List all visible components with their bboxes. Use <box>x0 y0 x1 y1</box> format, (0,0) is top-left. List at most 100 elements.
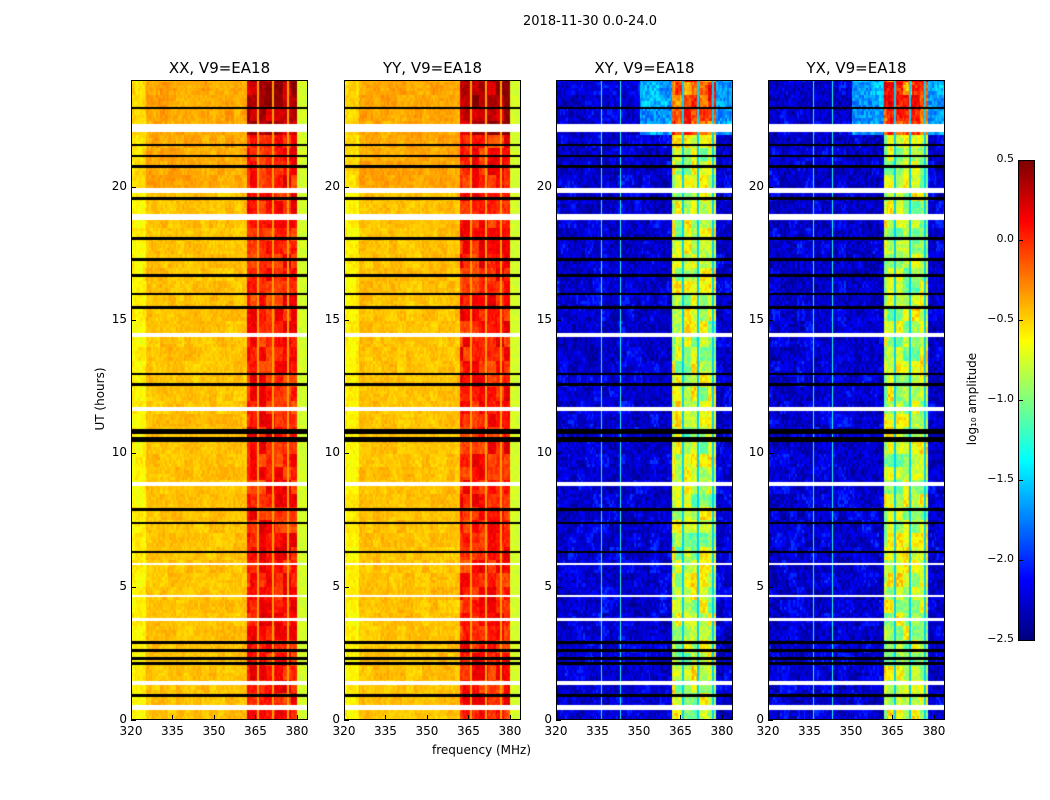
y-tick-label: 10 <box>748 445 764 460</box>
y-tick-mark <box>768 720 773 721</box>
x-tick-label: 350 <box>627 724 651 738</box>
x-tick-mark <box>213 715 215 720</box>
heatmap-panel-xx <box>131 80 308 720</box>
panel-title: YX, V9=EA18 <box>806 59 907 77</box>
x-tick-label: 335 <box>798 724 821 738</box>
heatmap-image <box>557 81 732 719</box>
y-tick-label: 10 <box>111 445 127 460</box>
y-tick-mark <box>344 453 349 455</box>
y-tick-mark <box>768 320 773 321</box>
colorbar-tick-label: −0.5 <box>987 312 1014 325</box>
x-tick-mark <box>597 715 599 720</box>
x-tick-mark <box>721 715 723 720</box>
x-tick-label: 335 <box>161 724 184 738</box>
x-tick-mark <box>296 715 298 720</box>
colorbar-tick-label: −1.0 <box>987 392 1014 405</box>
x-tick-mark <box>426 715 428 720</box>
y-tick-label: 15 <box>536 312 552 326</box>
y-tick-label: 15 <box>748 312 764 326</box>
x-tick-label: 350 <box>839 724 863 738</box>
x-tick-label: 335 <box>586 724 609 738</box>
x-axis-label: frequency (MHz) <box>432 743 532 757</box>
colorbar-tick-mark <box>1019 560 1023 561</box>
y-tick-mark <box>556 586 561 588</box>
x-tick-mark <box>680 715 682 720</box>
x-tick-label: 380 <box>498 724 522 738</box>
y-tick-label: 15 <box>111 312 127 326</box>
y-tick-label: 5 <box>119 578 127 593</box>
y-tick-mark <box>768 586 773 588</box>
y-tick-mark <box>344 186 349 188</box>
x-tick-mark <box>255 715 257 720</box>
y-tick-label: 15 <box>324 312 340 326</box>
x-tick-mark <box>344 715 345 720</box>
x-tick-mark <box>892 715 894 720</box>
y-axis-label: UT (hours) <box>93 367 107 431</box>
x-tick-mark <box>172 715 174 720</box>
colorbar-tick-mark <box>1019 160 1023 161</box>
y-tick-mark <box>768 186 773 188</box>
colorbar-tick-mark <box>1019 640 1023 641</box>
colorbar-tick-label: 0.0 <box>996 232 1015 245</box>
y-tick-mark <box>131 320 136 321</box>
y-tick-label: 20 <box>111 178 127 193</box>
heatmap-image <box>769 81 944 719</box>
figure-title: 2018-11-30 0.0-24.0 <box>523 14 657 29</box>
x-tick-mark <box>131 715 132 720</box>
panel-title: XY, V9=EA18 <box>594 59 695 77</box>
panel-title: XX, V9=EA18 <box>168 59 271 77</box>
y-tick-mark <box>556 320 561 321</box>
y-tick-label: 0 <box>756 712 764 726</box>
colorbar-tick-mark <box>1019 480 1023 481</box>
x-tick-mark <box>385 715 387 720</box>
x-tick-label: 380 <box>285 724 309 738</box>
y-tick-mark <box>556 186 561 188</box>
heatmap-panel-xy <box>556 80 733 720</box>
y-tick-label: 0 <box>332 712 340 726</box>
y-tick-label: 5 <box>332 578 340 593</box>
colorbar-tick-label: −1.5 <box>987 472 1014 485</box>
colorbar-tick-mark <box>1019 400 1023 401</box>
y-tick-label: 20 <box>748 178 764 193</box>
x-tick-mark <box>556 715 557 720</box>
colorbar-tick-mark <box>1019 320 1023 321</box>
x-tick-label: 365 <box>244 724 267 738</box>
y-tick-mark <box>131 720 136 721</box>
x-tick-mark <box>768 715 769 720</box>
colorbar-tick-label: −2.0 <box>987 552 1014 565</box>
y-tick-label: 20 <box>324 178 340 193</box>
y-tick-mark <box>131 453 136 455</box>
x-tick-mark <box>638 715 640 720</box>
y-tick-label: 10 <box>324 445 340 460</box>
x-tick-mark <box>933 715 935 720</box>
y-tick-mark <box>768 453 773 455</box>
x-tick-label: 320 <box>544 724 568 738</box>
x-tick-mark <box>509 715 511 720</box>
y-tick-label: 10 <box>536 445 552 460</box>
x-tick-label: 380 <box>710 724 734 738</box>
y-tick-mark <box>344 586 349 588</box>
heatmap-panel-yy <box>344 80 521 720</box>
x-tick-mark <box>809 715 811 720</box>
y-tick-label: 20 <box>536 178 552 193</box>
colorbar <box>1018 160 1035 641</box>
x-tick-label: 350 <box>415 724 439 738</box>
y-tick-mark <box>344 320 349 321</box>
y-tick-mark <box>556 453 561 455</box>
x-tick-mark <box>850 715 852 720</box>
x-tick-label: 335 <box>374 724 397 738</box>
colorbar-tick-mark <box>1019 240 1023 241</box>
colorbar-tick-label: 0.5 <box>996 152 1015 165</box>
colorbar-label: log₁₀ amplitude <box>965 352 979 446</box>
panel-title: YY, V9=EA18 <box>382 59 483 77</box>
y-tick-label: 0 <box>119 712 127 726</box>
y-tick-mark <box>131 586 136 588</box>
heatmap-panel-yx <box>768 80 945 720</box>
heatmap-image <box>345 81 520 719</box>
x-tick-label: 350 <box>202 724 226 738</box>
heatmap-image <box>132 81 307 719</box>
x-tick-label: 365 <box>881 724 904 738</box>
y-tick-label: 0 <box>544 712 552 726</box>
x-tick-label: 365 <box>669 724 692 738</box>
